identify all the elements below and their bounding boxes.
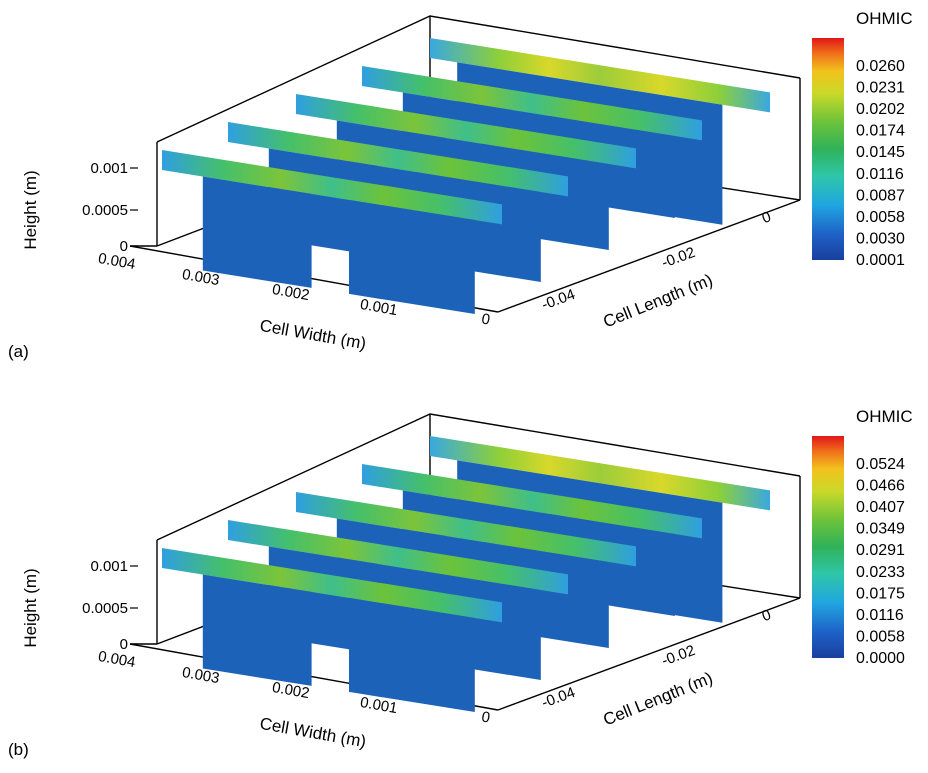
z-tick-label: 0: [120, 636, 128, 653]
colorbar-title: OHMIC: [856, 9, 913, 28]
colorbar-tick-label: 0.0058: [856, 628, 905, 645]
z-tick-label: 0: [120, 238, 128, 255]
colorbar-tick-label: 0.0291: [856, 542, 905, 559]
colorbar-tick-label: 0.0524: [856, 456, 905, 473]
y-tick-label: -0.04: [539, 286, 577, 314]
colorbar-tick-label: 0.0000: [856, 650, 905, 667]
x-tick-label: 0.004: [97, 648, 137, 671]
colorbar-tick-label: 0.0001: [856, 252, 905, 269]
x-axis-label: Cell Width (m): [258, 316, 367, 353]
colorbar-tick-label: 0.0466: [856, 478, 905, 495]
z-tick-label: 0.0005: [82, 202, 128, 219]
colorbar-tick-label: 0.0116: [856, 166, 904, 183]
colorbar-tick-label: 0.0030: [856, 230, 905, 247]
y-axis-label: Cell Length (m): [601, 668, 716, 729]
colorbar-tick-label: 0.0202: [856, 101, 905, 118]
colorbar-tick-label: 0.0087: [856, 187, 905, 204]
y-tick-label: -0.02: [659, 642, 697, 670]
z-tick-label: 0.001: [90, 558, 128, 575]
colorbar-tick-label: 0.0260: [856, 58, 905, 75]
x-tick-label: 0: [480, 310, 491, 328]
panel-label: (b): [8, 740, 29, 759]
x-tick-label: 0: [480, 708, 491, 726]
x-axis-label: Cell Width (m): [258, 714, 367, 751]
colorbar-tick-label: 0.0116: [856, 607, 904, 624]
colorbar-tick-label: 0.0407: [856, 499, 905, 516]
panel-label: (a): [8, 342, 29, 361]
z-tick-label: 0.001: [90, 160, 128, 177]
colorbar: [812, 38, 844, 260]
x-tick-label: 0.004: [97, 250, 137, 273]
y-axis-label: Cell Length (m): [601, 270, 716, 331]
colorbar-tick-label: 0.0058: [856, 209, 905, 226]
y-tick-label: -0.04: [539, 684, 577, 712]
colorbar-tick-label: 0.0175: [856, 585, 905, 602]
colorbar-title: OHMIC: [856, 407, 913, 426]
colorbar-tick-label: 0.0174: [856, 123, 905, 140]
z-axis-label: Height (m): [21, 170, 40, 249]
colorbar: [812, 436, 844, 658]
z-axis-label: Height (m): [21, 568, 40, 647]
y-tick-label: -0.02: [659, 244, 697, 272]
colorbar-tick-label: 0.0233: [856, 564, 905, 581]
colorbar-tick-label: 0.0349: [856, 521, 905, 538]
colorbar-tick-label: 0.0145: [856, 144, 905, 161]
z-tick-label: 0.0005: [82, 600, 128, 617]
colorbar-tick-label: 0.0231: [856, 80, 905, 97]
